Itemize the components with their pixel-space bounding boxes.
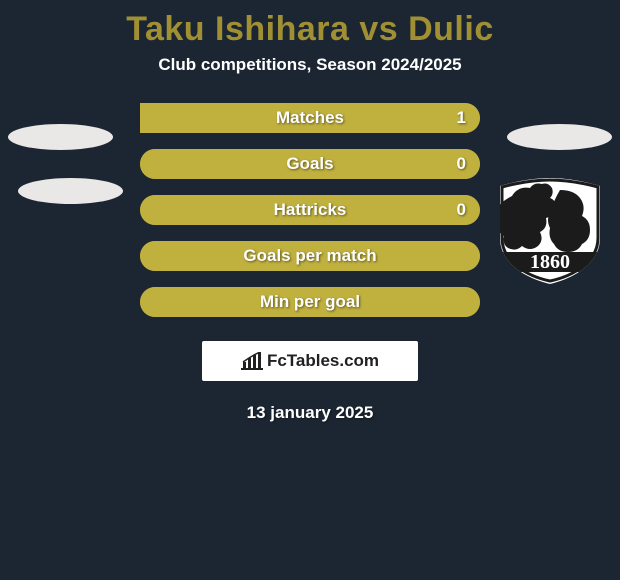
stat-label: Matches xyxy=(140,103,480,133)
bar-chart-icon xyxy=(241,352,263,370)
stat-value-right: 1 xyxy=(457,103,466,133)
branding-badge: FcTables.com xyxy=(202,341,418,381)
stat-label: Hattricks xyxy=(140,195,480,225)
stat-row: Goals0 xyxy=(140,149,480,179)
player-left-badge-2 xyxy=(18,178,123,204)
comparison-title: Taku Ishihara vs Dulic xyxy=(0,0,620,55)
crest-year: 1860 xyxy=(530,251,570,273)
stat-row: Matches1 xyxy=(140,103,480,133)
stat-row: Hattricks0 xyxy=(140,195,480,225)
stat-label: Goals per match xyxy=(140,241,480,271)
branding-text: FcTables.com xyxy=(267,351,379,371)
stat-value-right: 0 xyxy=(457,149,466,179)
snapshot-date: 13 january 2025 xyxy=(0,403,620,423)
player-right-badge-1 xyxy=(507,124,612,150)
player-left-badge-1 xyxy=(8,124,113,150)
stat-row: Min per goal xyxy=(140,287,480,317)
comparison-subtitle: Club competitions, Season 2024/2025 xyxy=(0,55,620,103)
stat-row: Goals per match xyxy=(140,241,480,271)
stat-value-right: 0 xyxy=(457,195,466,225)
club-crest-1860: 1860 xyxy=(500,178,600,284)
stat-label: Min per goal xyxy=(140,287,480,317)
stat-label: Goals xyxy=(140,149,480,179)
